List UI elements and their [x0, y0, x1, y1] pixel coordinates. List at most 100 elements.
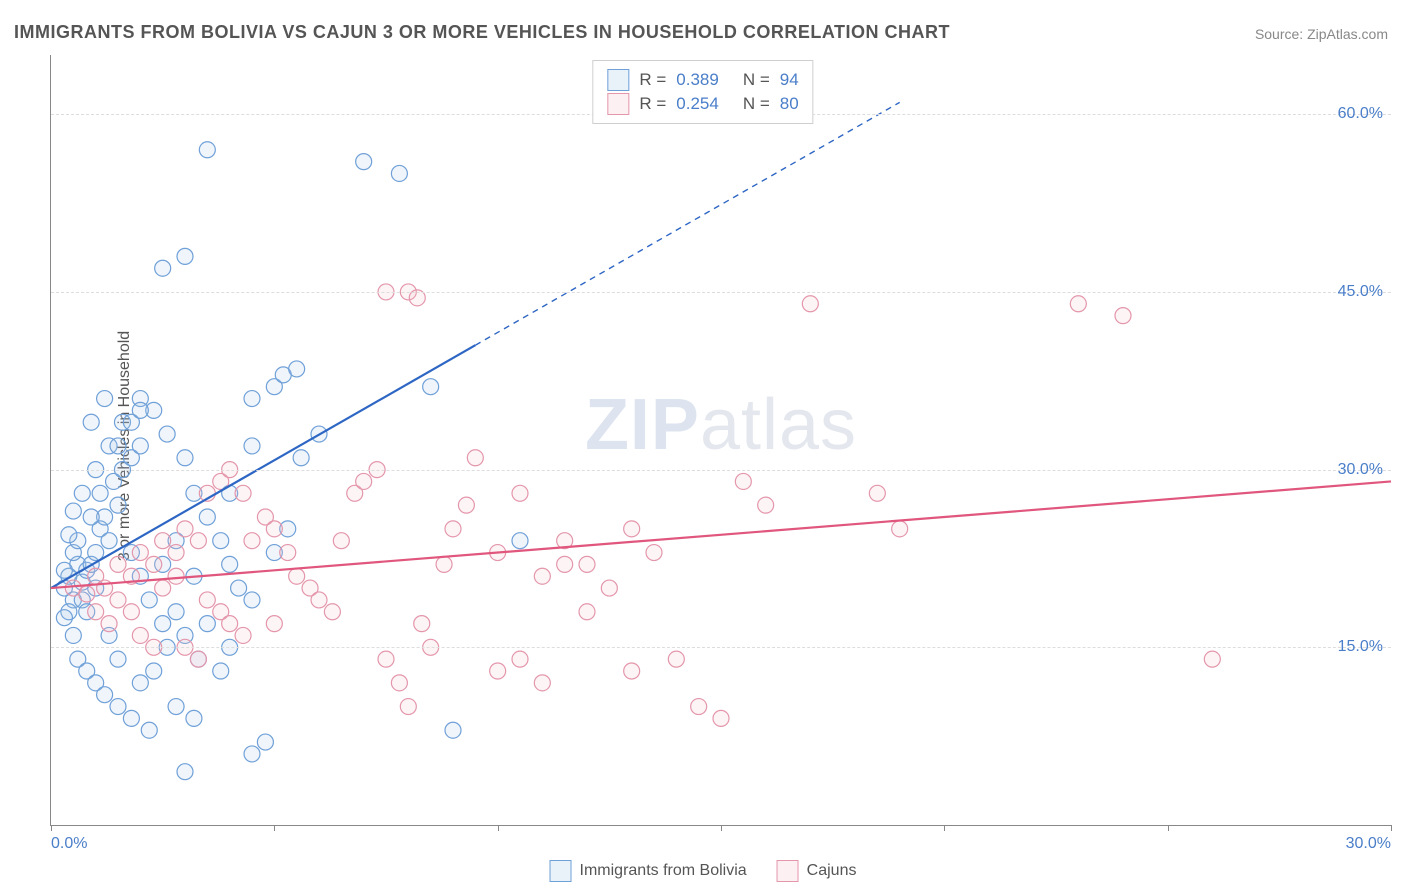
data-point-cajuns [110, 592, 126, 608]
x-tick [274, 825, 275, 831]
data-point-cajuns [123, 604, 139, 620]
data-point-bolivia [231, 580, 247, 596]
data-point-cajuns [244, 533, 260, 549]
x-tick [721, 825, 722, 831]
data-point-bolivia [177, 450, 193, 466]
data-point-cajuns [467, 450, 483, 466]
chart-title: IMMIGRANTS FROM BOLIVIA VS CAJUN 3 OR MO… [14, 22, 950, 43]
data-point-bolivia [101, 533, 117, 549]
gridline [51, 647, 1391, 648]
data-point-bolivia [61, 527, 77, 543]
legend-swatch-bolivia [550, 860, 572, 882]
data-point-bolivia [65, 627, 81, 643]
data-point-cajuns [1070, 296, 1086, 312]
x-tick [944, 825, 945, 831]
source-label: Source: [1255, 26, 1303, 42]
data-point-bolivia [244, 746, 260, 762]
data-point-bolivia [423, 379, 439, 395]
data-point-cajuns [101, 616, 117, 632]
data-point-cajuns [414, 616, 430, 632]
data-point-cajuns [713, 710, 729, 726]
data-point-cajuns [646, 545, 662, 561]
data-point-cajuns [132, 545, 148, 561]
x-tick [1168, 825, 1169, 831]
data-point-bolivia [168, 699, 184, 715]
data-point-bolivia [512, 533, 528, 549]
y-tick-label: 30.0% [1338, 461, 1383, 479]
data-point-bolivia [213, 533, 229, 549]
data-point-cajuns [311, 592, 327, 608]
data-point-bolivia [445, 722, 461, 738]
data-point-cajuns [155, 533, 171, 549]
data-point-cajuns [324, 604, 340, 620]
data-point-bolivia [132, 438, 148, 454]
data-point-bolivia [155, 260, 171, 276]
data-point-cajuns [88, 604, 104, 620]
swatch-cajuns [607, 93, 629, 115]
data-point-bolivia [177, 248, 193, 264]
stat-r-label: R = [639, 70, 666, 90]
stat-n-value: 94 [780, 70, 799, 90]
legend-swatch-cajuns [777, 860, 799, 882]
data-point-cajuns [534, 675, 550, 691]
data-point-bolivia [83, 414, 99, 430]
x-tick [51, 825, 52, 831]
data-point-bolivia [132, 675, 148, 691]
data-point-cajuns [512, 651, 528, 667]
data-point-bolivia [244, 592, 260, 608]
legend-item-bolivia: Immigrants from Bolivia [550, 860, 747, 882]
data-point-bolivia [356, 154, 372, 170]
data-point-cajuns [289, 568, 305, 584]
data-point-cajuns [445, 521, 461, 537]
data-point-bolivia [199, 142, 215, 158]
data-point-bolivia [289, 361, 305, 377]
data-point-cajuns [458, 497, 474, 513]
data-point-bolivia [293, 450, 309, 466]
data-point-bolivia [222, 556, 238, 572]
swatch-bolivia [607, 69, 629, 91]
data-point-bolivia [177, 764, 193, 780]
data-point-cajuns [235, 485, 251, 501]
trend-line-dash-bolivia [475, 102, 899, 345]
data-point-cajuns [333, 533, 349, 549]
gridline [51, 292, 1391, 293]
data-point-bolivia [123, 710, 139, 726]
data-point-cajuns [691, 699, 707, 715]
stat-n-value: 80 [780, 94, 799, 114]
data-point-bolivia [56, 562, 72, 578]
data-point-bolivia [391, 165, 407, 181]
data-point-bolivia [110, 438, 126, 454]
data-point-cajuns [280, 545, 296, 561]
data-point-cajuns [132, 627, 148, 643]
x-tick-label: 30.0% [1346, 835, 1391, 853]
data-point-cajuns [668, 651, 684, 667]
x-tick-label: 0.0% [51, 835, 87, 853]
stat-r-label: R = [639, 94, 666, 114]
data-point-cajuns [624, 663, 640, 679]
plot-area: ZIPatlas 15.0%30.0%45.0%60.0%0.0%30.0% [50, 55, 1391, 826]
data-point-bolivia [199, 616, 215, 632]
data-point-bolivia [244, 438, 260, 454]
data-point-cajuns [1115, 308, 1131, 324]
legend-label-cajuns: Cajuns [807, 862, 857, 880]
y-tick-label: 15.0% [1338, 638, 1383, 656]
data-point-bolivia [155, 616, 171, 632]
data-point-bolivia [110, 651, 126, 667]
data-point-cajuns [222, 616, 238, 632]
data-point-cajuns [199, 592, 215, 608]
stat-n-label: N = [743, 70, 770, 90]
data-point-cajuns [400, 699, 416, 715]
data-point-cajuns [758, 497, 774, 513]
data-point-cajuns [190, 533, 206, 549]
data-point-cajuns [436, 556, 452, 572]
data-point-bolivia [199, 509, 215, 525]
data-point-cajuns [168, 545, 184, 561]
x-tick [498, 825, 499, 831]
data-point-bolivia [159, 426, 175, 442]
stat-r-value: 0.389 [676, 70, 719, 90]
stats-row-cajuns: R = 0.254N = 80 [607, 93, 798, 115]
data-point-cajuns [892, 521, 908, 537]
data-point-bolivia [146, 663, 162, 679]
data-point-bolivia [110, 699, 126, 715]
y-tick-label: 45.0% [1338, 283, 1383, 301]
